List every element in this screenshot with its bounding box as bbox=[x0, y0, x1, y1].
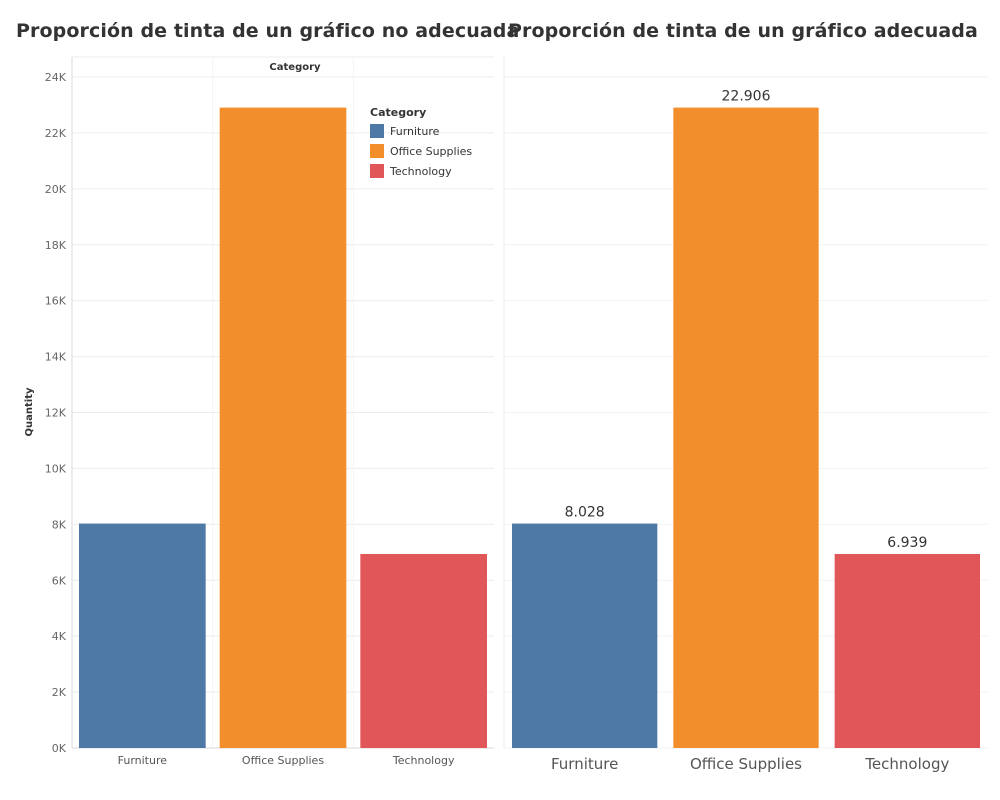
x-category-label: Furniture bbox=[551, 755, 618, 773]
bar bbox=[360, 553, 487, 748]
x-category-label: Technology bbox=[864, 755, 949, 773]
right-chart-title: Proporción de tinta de un gráfico adecua… bbox=[508, 20, 978, 42]
y-tick-label: 8K bbox=[52, 518, 67, 531]
bar-data-label: 22.906 bbox=[722, 89, 771, 105]
y-tick-label: 2K bbox=[52, 686, 67, 699]
left-chart-title: Proporción de tinta de un gráfico no ade… bbox=[16, 20, 520, 42]
y-tick-label: 6K bbox=[52, 574, 67, 587]
y-tick-label: 16K bbox=[45, 295, 67, 308]
legend-entry: Office Supplies bbox=[390, 145, 472, 158]
y-tick-label: 0K bbox=[52, 742, 67, 755]
y-tick-label: 14K bbox=[45, 351, 67, 364]
y-axis-title: Quantity bbox=[24, 387, 35, 436]
legend-entry: Technology bbox=[389, 165, 452, 178]
legend-swatch bbox=[370, 124, 384, 138]
legend-title: Category bbox=[370, 106, 426, 119]
legend-swatch bbox=[370, 144, 384, 158]
y-tick-label: 10K bbox=[45, 462, 67, 475]
legend-entry: Furniture bbox=[390, 125, 440, 138]
x-category-label: Office Supplies bbox=[242, 754, 324, 767]
right-bar-chart: 8.028 Furniture 22.906 Office Supplies 6.939… bbox=[503, 57, 988, 773]
bar bbox=[512, 523, 658, 748]
bar bbox=[219, 107, 347, 748]
bar bbox=[673, 107, 819, 748]
column-header: Category bbox=[269, 62, 321, 73]
x-category-label: Furniture bbox=[118, 754, 168, 767]
y-tick-label: 18K bbox=[45, 239, 67, 252]
bar bbox=[834, 553, 980, 748]
y-tick-label: 24K bbox=[45, 71, 67, 84]
legend-swatch bbox=[370, 164, 384, 178]
left-bar-chart: 0K 2K 4K 6K 8K 10K 12K 14K 16K 18K 20K 22K 24K Catego… bbox=[24, 56, 494, 767]
bar-data-label: 8.028 bbox=[565, 505, 605, 521]
bar-data-label: 6.939 bbox=[887, 535, 927, 551]
y-tick-label: 22K bbox=[45, 127, 67, 140]
bar bbox=[79, 523, 206, 748]
y-tick-label: 20K bbox=[45, 183, 67, 196]
y-tick-label: 4K bbox=[52, 630, 67, 643]
x-category-label: Office Supplies bbox=[690, 755, 802, 773]
y-tick-label: 12K bbox=[45, 407, 67, 420]
x-category-label: Technology bbox=[392, 754, 455, 767]
